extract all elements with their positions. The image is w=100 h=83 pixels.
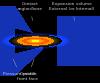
Text: Contact
front face: Contact front face	[17, 59, 39, 81]
Text: Expansion volume
External (or Internal): Expansion volume External (or Internal)	[49, 2, 95, 21]
Text: Contact
region/bore: Contact region/bore	[17, 2, 43, 21]
Text: Pressure profile: Pressure profile	[3, 59, 37, 76]
